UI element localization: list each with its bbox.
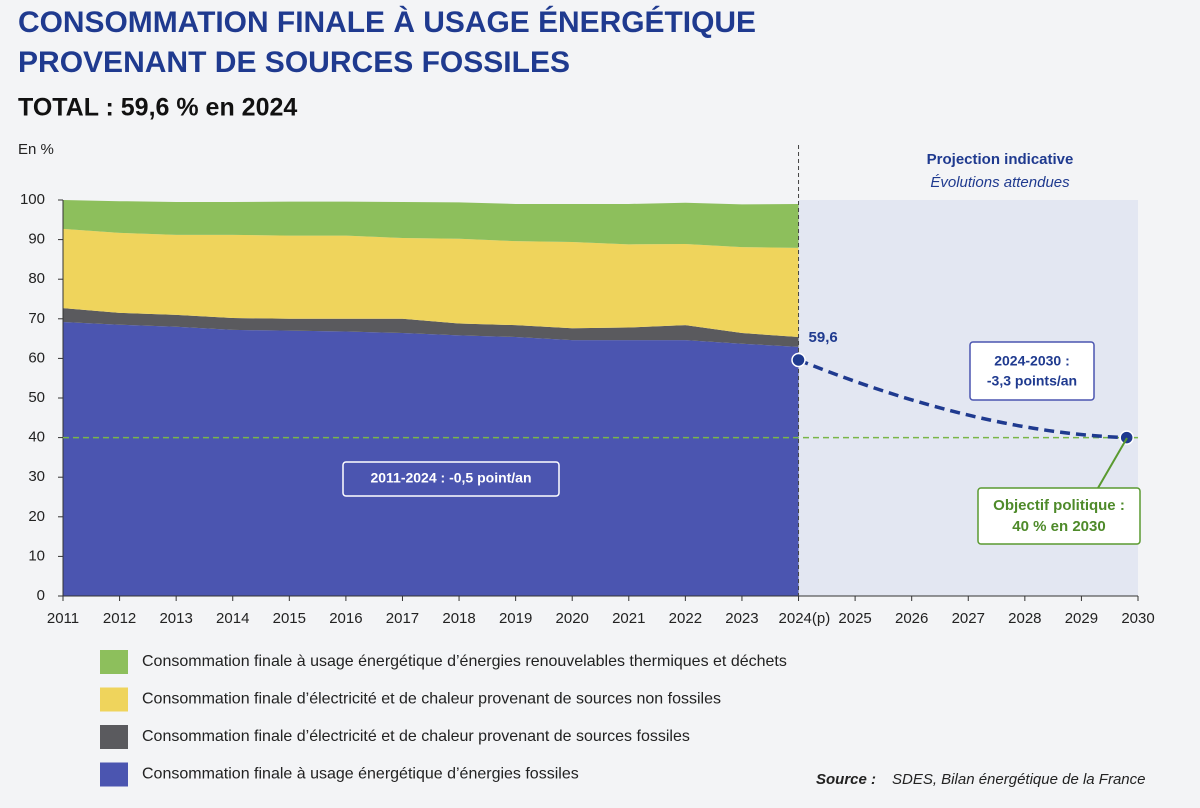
data-label: 59,6 [809, 329, 838, 346]
legend-swatch [100, 725, 128, 749]
x-tick-label: 2020 [556, 610, 589, 627]
legend-label: Consommation finale à usage énergétique … [142, 766, 579, 783]
legend-label: Consommation finale d’électricité et de … [142, 691, 721, 708]
y-tick-label: 70 [28, 310, 45, 327]
annotation-box [977, 487, 1141, 545]
annotation: 2024-2030 : [994, 353, 1070, 369]
legend-label: Consommation finale à usage énergétique … [142, 653, 787, 670]
annotation: Évolutions attendues [930, 174, 1070, 191]
y-tick-label: 20 [28, 508, 45, 525]
y-axis-label: En % [18, 141, 54, 158]
annotation: 2011-2024 : -0,5 point/an [370, 470, 531, 486]
x-tick-label: 2017 [386, 610, 419, 627]
source-label: Source : [816, 771, 876, 788]
x-tick-label: 2011 [47, 610, 79, 627]
projection-line [797, 358, 1127, 440]
y-tick-label: 10 [28, 547, 45, 564]
projection-point [791, 352, 806, 368]
x-tick-label: 2029 [1065, 610, 1098, 627]
x-tick-label: 2026 [895, 610, 928, 627]
x-tick-label: 2018 [442, 610, 475, 627]
x-tick-label: 2024(p) [779, 610, 831, 627]
x-tick-label: 2013 [159, 610, 192, 627]
annotation-box [342, 461, 560, 497]
x-tick-label: 2014 [216, 610, 249, 627]
y-tick-label: 30 [28, 468, 45, 485]
area [63, 200, 799, 248]
chart-title: PROVENANT DE SOURCES FOSSILES [18, 46, 570, 79]
legend-swatch [100, 762, 128, 787]
annotation-box [969, 341, 1095, 401]
legend-swatch [100, 650, 128, 674]
y-tick-label: 40 [28, 429, 45, 446]
annotation: -3,3 points/an [987, 373, 1077, 389]
projection-point [1119, 430, 1134, 445]
x-tick-label: 2025 [838, 610, 871, 627]
y-tick-label: 50 [28, 389, 45, 406]
y-tick-label: 80 [28, 270, 45, 287]
chart-subtitle: TOTAL : 59,6 % en 2024 [18, 94, 297, 122]
annotation: 40 % en 2030 [1012, 518, 1105, 535]
y-tick-label: 0 [37, 587, 45, 604]
x-tick-label: 2023 [725, 610, 758, 627]
area [63, 308, 799, 347]
area [63, 321, 799, 596]
x-tick-label: 2016 [329, 610, 362, 627]
legend-swatch [100, 687, 128, 712]
x-tick-label: 2028 [1008, 610, 1041, 627]
x-tick-label: 2021 [612, 610, 645, 627]
x-tick-label: 2027 [952, 610, 985, 627]
x-tick-label: 2019 [499, 610, 532, 627]
y-tick-label: 60 [28, 349, 45, 366]
chart-title: CONSOMMATION FINALE À USAGE ÉNERGÉTIQUE [18, 5, 756, 39]
x-tick-label: 2015 [273, 610, 306, 627]
x-tick-label: 2012 [103, 610, 136, 627]
x-tick-label: 2030 [1121, 610, 1154, 627]
x-tick-label: 2022 [669, 610, 702, 627]
connector [1097, 437, 1128, 489]
legend-label: Consommation finale d’électricité et de … [142, 728, 690, 745]
area [63, 228, 799, 338]
legend: Consommation finale à usage énergétique … [100, 650, 787, 787]
y-tick-label: 100 [20, 191, 45, 208]
annotation: Objectif politique : [993, 497, 1125, 514]
annotation: Projection indicative [927, 151, 1074, 168]
y-tick-label: 90 [28, 231, 45, 248]
source: SDES, Bilan énergétique de la France [892, 771, 1145, 788]
